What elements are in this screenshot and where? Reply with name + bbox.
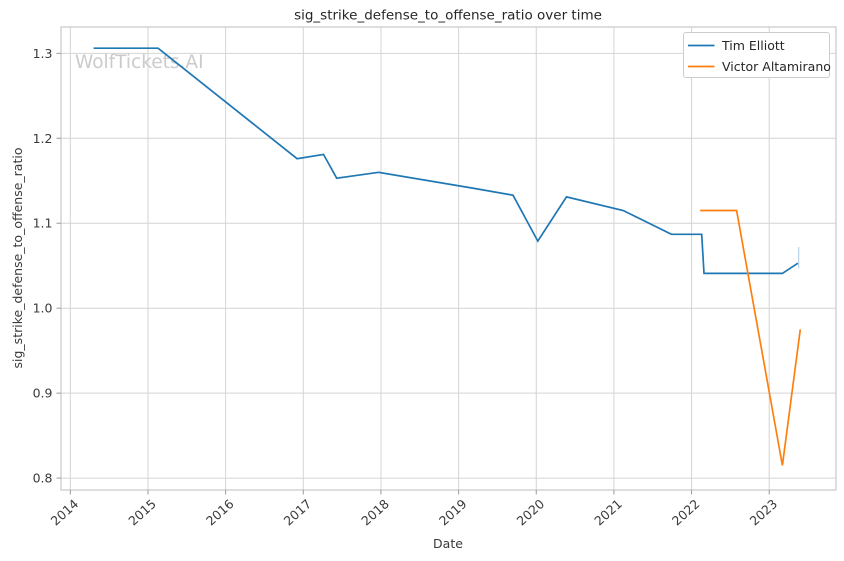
x-tick-label: 2020: [514, 496, 548, 528]
x-tick-label: 2015: [125, 496, 159, 528]
x-tick-label: 2016: [203, 496, 237, 528]
legend-box: [683, 32, 830, 78]
x-tick-label: 2014: [48, 496, 82, 528]
data-series: [93, 47, 802, 466]
legend-label-tim-elliott: Tim Elliott: [721, 38, 785, 53]
tick-marks: [56, 52, 770, 495]
y-tick-label: 1.0: [33, 301, 53, 316]
plot-border: [60, 26, 837, 491]
x-tick-label: 2018: [358, 496, 392, 528]
watermark: WolfTickets.AI: [75, 52, 204, 73]
x-tick-label: 2022: [669, 496, 703, 528]
y-tick-label: 1.2: [33, 131, 53, 146]
x-axis-label: Date: [433, 536, 463, 551]
legend-label-victor-altamirano: Victor Altamirano: [722, 59, 831, 74]
tick-labels: 2014 2015 2016 2017 2018 2019 2020 2021 2022 2023…: [33, 46, 781, 529]
series-line-tim-elliott: [93, 47, 799, 275]
x-tick-label: 2017: [281, 496, 315, 528]
x-tick-label: 2021: [591, 496, 625, 528]
y-axis-label: sig_strike_defense_to_offense_ratio: [10, 148, 25, 369]
series-line-victor-altamirano: [700, 209, 802, 466]
chart-title: sig_strike_defense_to_offense_ratio over…: [294, 8, 602, 24]
y-tick-label: 1.3: [33, 46, 53, 61]
y-tick-label: 0.8: [33, 471, 53, 486]
x-tick-label: 2023: [747, 496, 781, 528]
gridlines: [61, 27, 836, 490]
y-tick-label: 0.9: [33, 386, 53, 401]
x-tick-label: 2019: [436, 496, 470, 528]
legend: Tim Elliott Victor Altamirano: [683, 32, 831, 78]
y-tick-label: 1.1: [33, 216, 53, 231]
